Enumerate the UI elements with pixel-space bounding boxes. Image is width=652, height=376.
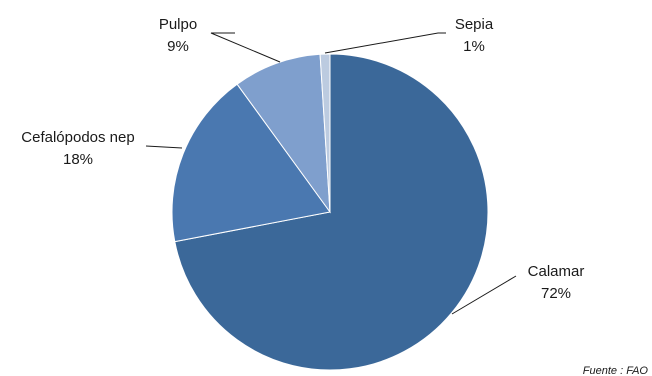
slice-label-cefalopodos-nep: Cefalópodos nep [21, 129, 134, 146]
slice-label-calamar: Calamar [528, 263, 585, 280]
pie-slice-pulpo [236, 53, 331, 214]
slice-value-pulpo: 9% [167, 38, 189, 55]
slice-value-cefalopodos-nep: 18% [63, 151, 93, 168]
slice-label-pulpo: Pulpo [159, 16, 197, 33]
pie-slice-sepia [319, 53, 331, 213]
slice-label-sepia: Sepia [455, 16, 494, 33]
leader-lines [145, 32, 517, 315]
slice-value-sepia: 1% [463, 38, 485, 55]
pie-slice-calamar [174, 53, 489, 371]
pie-slice-cefalopodos-nep [171, 83, 331, 243]
leader-line-calamar [451, 275, 517, 315]
pie-slices [171, 53, 489, 371]
slice-value-calamar: 72% [541, 285, 571, 302]
source-note: Fuente : FAO [583, 365, 649, 376]
leader-line-sepia [324, 32, 446, 54]
leader-line-cefalopodos-nep [145, 145, 183, 149]
slice-labels: Calamar 72% Cefalópodos nep 18% Pulpo 9% Sepia… [21, 16, 584, 302]
leader-line-pulpo [210, 32, 281, 63]
